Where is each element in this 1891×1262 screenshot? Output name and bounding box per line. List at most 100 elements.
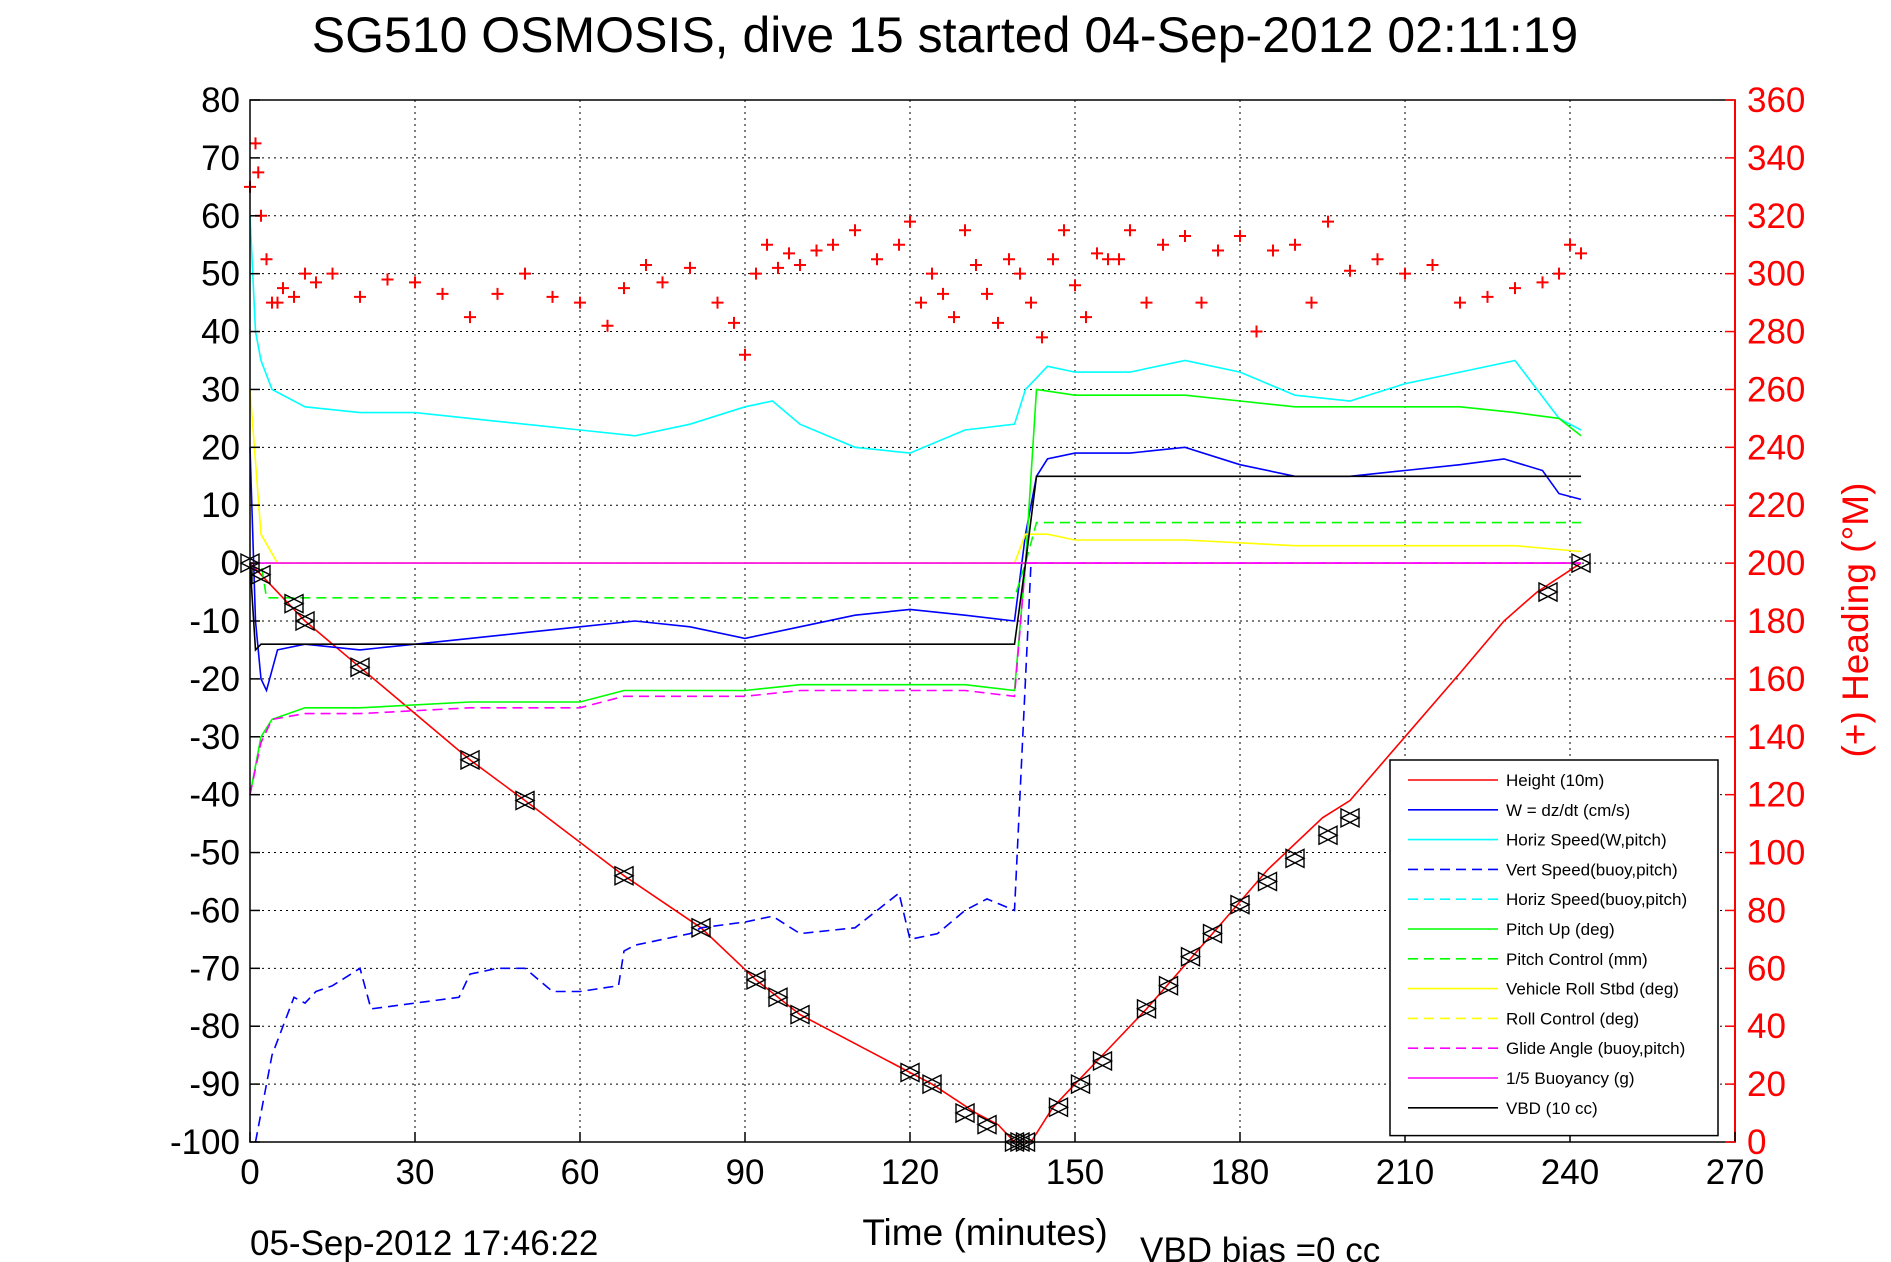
- series-layer: [249, 215, 1582, 1143]
- right-tick-label: 260: [1747, 370, 1805, 409]
- dive-marker: [745, 969, 767, 991]
- heading-point: [1454, 296, 1466, 309]
- legend-label: W = dz/dt (cm/s): [1506, 801, 1630, 820]
- heading-point: [271, 296, 284, 309]
- legend-label: Pitch Up (deg): [1506, 920, 1615, 939]
- legend-label: Horiz Speed(buoy,pitch): [1506, 890, 1687, 909]
- series-line-11: [249, 475, 1581, 652]
- x-tick-label: 210: [1376, 1153, 1434, 1192]
- heading-point: [1014, 267, 1026, 280]
- right-tick-label: 320: [1747, 197, 1805, 236]
- dive-marker: [1256, 871, 1279, 892]
- series-line-3: [254, 562, 1581, 1143]
- dive-marker: [294, 610, 316, 632]
- right-tick-label: 80: [1747, 891, 1786, 930]
- y-tick-label: -70: [189, 949, 240, 988]
- dive-marker: [1179, 946, 1202, 967]
- dive-marker: [954, 1102, 976, 1124]
- heading-point: [750, 267, 762, 280]
- heading-point: [827, 238, 839, 251]
- heading-point: [1140, 296, 1153, 309]
- heading-point: [464, 311, 476, 324]
- right-tick-label: 40: [1747, 1007, 1786, 1046]
- heading-point: [1564, 238, 1576, 251]
- y-tick-label: 80: [201, 81, 240, 120]
- heading-point: [260, 253, 273, 266]
- y-tick-label: 50: [201, 255, 240, 294]
- right-tick-label: 220: [1747, 486, 1805, 525]
- legend-label: VBD (10 cc): [1506, 1099, 1598, 1118]
- dive-marker: [690, 917, 712, 938]
- dive-marker: [1047, 1097, 1070, 1118]
- heading-point: [252, 166, 265, 179]
- y-tick-label: 60: [201, 197, 240, 236]
- tick-labels: 0 30 60 90 120 150 180 210 240 270 80 70 60 50 40 30 20 1…: [170, 81, 1805, 1192]
- legend-label: Vert Speed(buoy,pitch): [1506, 860, 1678, 879]
- right-tick-label: 120: [1747, 776, 1805, 815]
- dive-marker: [1069, 1073, 1092, 1095]
- dive-marker: [459, 749, 481, 771]
- y-tick-label: -80: [189, 1007, 240, 1046]
- heading-point: [601, 319, 614, 332]
- dive-marker: [1135, 998, 1158, 1019]
- series-line-5: [249, 388, 1582, 795]
- dive-marker: [250, 564, 272, 585]
- heading-point: [684, 261, 696, 274]
- heading-point: [1195, 296, 1208, 309]
- dive-marker: [514, 790, 536, 811]
- right-tick-label: 360: [1747, 81, 1805, 120]
- y-tick-label: -20: [189, 660, 240, 699]
- heading-point: [1102, 253, 1114, 266]
- heading-point: [1399, 267, 1411, 280]
- right-tick-label: 140: [1747, 718, 1805, 757]
- dive-marker: [767, 987, 789, 1008]
- heading-point: [849, 224, 861, 237]
- heading-point: [491, 287, 504, 300]
- x-tick-label: 0: [240, 1153, 259, 1192]
- heading-point: [574, 296, 586, 309]
- heading-point: [1575, 247, 1587, 260]
- heading-point: [728, 316, 740, 329]
- heading-point: [761, 238, 773, 251]
- heading-point: [288, 290, 300, 303]
- heading-point: [1003, 253, 1015, 266]
- series-line-9: [249, 562, 1581, 795]
- dive-marker: [1091, 1050, 1114, 1072]
- heading-point: [1250, 325, 1263, 338]
- heading-point: [1091, 247, 1103, 260]
- heading-point: [739, 348, 751, 361]
- dive-marker: [789, 1004, 811, 1025]
- dive-marker: [349, 657, 371, 678]
- vbd-bias-label: VBD bias =0 cc: [1140, 1231, 1380, 1262]
- heading-point: [783, 247, 795, 260]
- dive-marker: [1157, 975, 1180, 996]
- series-line-1: [249, 446, 1582, 693]
- right-tick-label: 340: [1747, 139, 1805, 178]
- right-tick-label: 300: [1747, 255, 1805, 294]
- legend-label: Vehicle Roll Stbd (deg): [1506, 980, 1679, 999]
- heading-point: [640, 258, 652, 271]
- dive-markers: [239, 552, 1592, 1153]
- heading-point: [772, 261, 784, 274]
- heading-point: [1047, 253, 1059, 266]
- dive-marker: [1537, 581, 1559, 603]
- right-tick-label: 280: [1747, 313, 1805, 352]
- legend-label: Glide Angle (buoy,pitch): [1506, 1039, 1685, 1058]
- heading-point: [1234, 230, 1246, 243]
- heading-point: [1157, 238, 1169, 251]
- legend-label: 1/5 Buoyancy (g): [1506, 1069, 1635, 1088]
- heading-point: [904, 215, 916, 228]
- heading-point: [249, 137, 262, 150]
- y-tick-label: -10: [189, 602, 240, 641]
- x-tick-label: 150: [1046, 1153, 1104, 1192]
- heading-point: [915, 296, 927, 309]
- right-tick-label: 160: [1747, 660, 1805, 699]
- series-line-6: [250, 521, 1581, 599]
- heading-point: [1289, 238, 1301, 251]
- heading-point: [1509, 282, 1521, 295]
- x-tick-label: 270: [1706, 1153, 1764, 1192]
- heading-point: [656, 276, 669, 289]
- heading-point: [1212, 244, 1224, 257]
- heading-point: [959, 224, 971, 237]
- heading-point: [1113, 253, 1125, 266]
